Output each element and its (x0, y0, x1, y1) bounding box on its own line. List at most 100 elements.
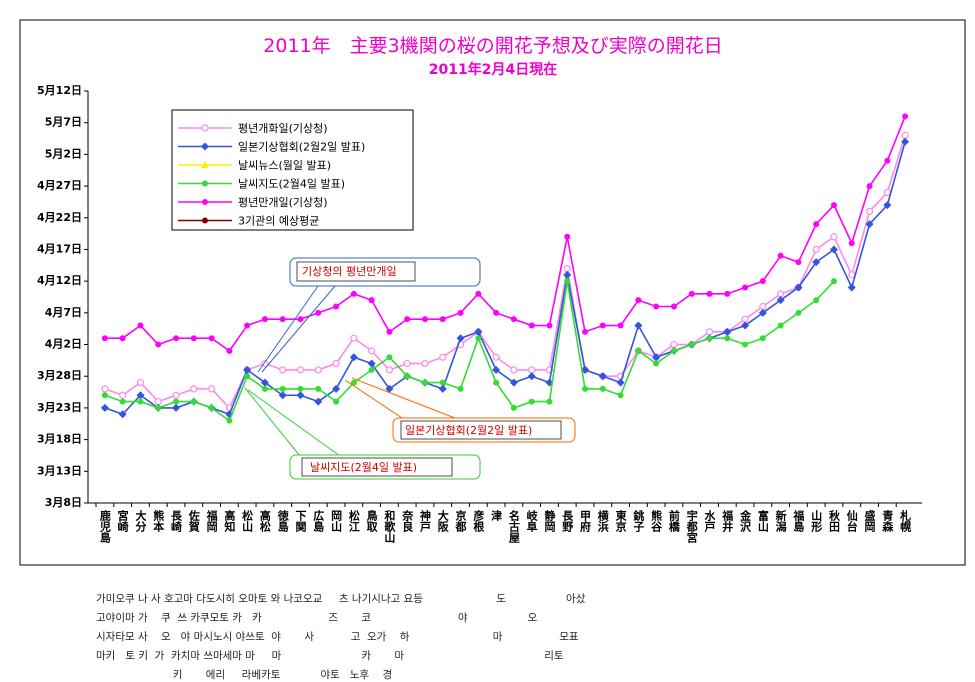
marker (201, 161, 209, 168)
marker (724, 335, 731, 342)
marker (492, 353, 500, 361)
marker (742, 341, 749, 348)
marker (865, 207, 874, 216)
x-tick-label: 秋田 (827, 509, 840, 533)
marker (208, 404, 215, 411)
marker (670, 340, 678, 349)
marker (777, 322, 784, 329)
marker (421, 379, 428, 386)
marker (226, 417, 233, 424)
y-tick-label: 4月7日 (45, 306, 82, 319)
x-tick-label: 横浜 (596, 509, 609, 533)
marker (812, 258, 821, 267)
y-tick-label: 3月13日 (37, 464, 82, 477)
marker (172, 391, 180, 399)
marker (830, 202, 837, 209)
marker (439, 316, 446, 323)
marker (404, 373, 411, 380)
marker (457, 385, 464, 392)
x-tick-label: 京都 (454, 509, 468, 533)
marker (795, 309, 802, 316)
marker (385, 384, 394, 393)
marker (439, 353, 447, 361)
marker (207, 385, 216, 393)
x-tick-label: 青森 (881, 509, 894, 533)
x-tick-label: 岡山 (330, 510, 343, 533)
marker (261, 385, 268, 392)
marker (278, 391, 287, 400)
x-tick-label: 静岡 (543, 509, 556, 533)
marker (386, 328, 393, 335)
marker (296, 391, 305, 400)
x-tick-label: 佐賀 (187, 509, 201, 533)
x-tick-label: 大阪 (436, 509, 449, 533)
callout-1: 기상청의 평년만개일 (257, 257, 481, 373)
marker (421, 316, 428, 323)
x-tick-label: 宇都宮 (685, 509, 699, 544)
marker (261, 316, 268, 323)
marker (297, 316, 304, 323)
marker (244, 322, 251, 329)
x-tick-label: 下関 (294, 510, 307, 533)
marker (385, 366, 394, 374)
callout-pointer (344, 379, 406, 421)
marker (635, 347, 642, 354)
marker (119, 391, 127, 399)
marker (101, 335, 108, 342)
marker (599, 322, 606, 329)
marker (101, 392, 108, 399)
marker (314, 397, 323, 406)
marker (563, 270, 572, 279)
y-tick-label: 4月22日 (37, 211, 82, 224)
marker (705, 328, 714, 336)
x-tick-label: 福岡 (205, 509, 219, 533)
marker (368, 366, 375, 373)
callout-pointer (244, 387, 301, 457)
chart: 2011年 主要3機関の桜の開花予想及び実際の開花日 2011年2月4日現在 기… (19, 19, 966, 566)
marker (403, 359, 411, 368)
marker (136, 391, 145, 400)
marker (812, 245, 820, 254)
marker (652, 353, 661, 362)
marker (493, 309, 500, 316)
marker (830, 233, 838, 241)
marker (883, 188, 891, 197)
marker (847, 283, 856, 292)
callout-text: 날씨지도(2월4일 발표) (310, 460, 417, 474)
marker (617, 322, 624, 329)
marker (202, 180, 208, 187)
legend-label: 날씨지도(2월4일 발표) (238, 177, 345, 191)
marker (813, 221, 820, 228)
legend-label: 평년만개일(기상청) (238, 195, 328, 209)
x-tick-label: 徳島 (276, 509, 290, 533)
marker (741, 321, 750, 330)
marker (155, 341, 162, 348)
marker (653, 360, 660, 367)
marker (314, 366, 322, 374)
x-tick-label: 和歌山 (383, 509, 396, 544)
marker (119, 398, 126, 405)
marker (616, 378, 625, 387)
marker (260, 378, 269, 387)
x-tick-label: 福井 (721, 509, 735, 533)
marker (528, 366, 536, 374)
marker (582, 385, 589, 392)
marker (438, 384, 447, 393)
marker (492, 365, 501, 374)
x-tick-label: 彦根 (472, 509, 485, 533)
marker (670, 303, 677, 310)
marker (527, 372, 536, 381)
callout-pointer (257, 285, 319, 373)
marker (190, 398, 197, 405)
x-tick-label: 長野 (561, 510, 574, 533)
x-tick-label: 盛岡 (863, 509, 876, 533)
x-tick-label: 福島 (792, 509, 806, 533)
callout-3: 날씨지도(2월4일 발표) (244, 387, 481, 480)
marker (653, 303, 660, 310)
marker (777, 290, 785, 298)
marker (776, 296, 785, 305)
marker (439, 379, 446, 386)
marker (724, 290, 731, 297)
series-line (104, 116, 906, 352)
marker (173, 335, 180, 342)
